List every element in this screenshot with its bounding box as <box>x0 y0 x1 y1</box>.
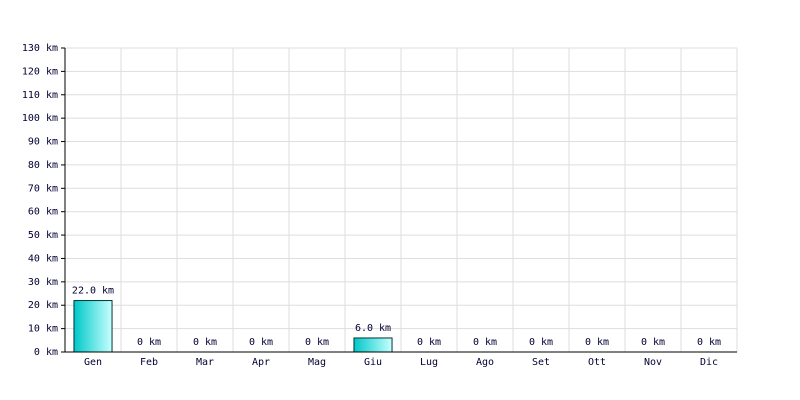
y-tick-label: 40 km <box>28 253 58 264</box>
value-label: 6.0 km <box>355 323 391 334</box>
value-label: 0 km <box>193 337 217 348</box>
value-label: 0 km <box>249 337 273 348</box>
value-label: 0 km <box>417 337 441 348</box>
y-tick-label: 90 km <box>28 137 58 148</box>
y-tick-label: 30 km <box>28 277 58 288</box>
y-tick-label: 60 km <box>28 207 58 218</box>
value-label: 0 km <box>473 337 497 348</box>
x-tick-label: Apr <box>252 357 270 368</box>
x-tick-label: Lug <box>420 357 438 368</box>
x-tick-label: Nov <box>644 357 662 368</box>
y-tick-label: 130 km <box>22 43 58 54</box>
y-tick-label: 80 km <box>28 160 58 171</box>
y-tick-label: 120 km <box>22 66 58 77</box>
value-label: 22.0 km <box>72 286 114 297</box>
x-tick-label: Mag <box>308 357 326 368</box>
y-tick-label: 10 km <box>28 324 58 335</box>
y-tick-label: 50 km <box>28 230 58 241</box>
x-tick-label: Dic <box>700 357 718 368</box>
bar <box>73 300 113 353</box>
y-tick-label: 100 km <box>22 113 58 124</box>
bar <box>353 337 393 353</box>
value-label: 0 km <box>697 337 721 348</box>
x-tick-label: Mar <box>196 357 214 368</box>
y-tick-label: 20 km <box>28 300 58 311</box>
value-label: 0 km <box>529 337 553 348</box>
x-tick-label: Set <box>532 357 550 368</box>
value-label: 0 km <box>137 337 161 348</box>
x-tick-label: Ago <box>476 357 494 368</box>
x-tick-label: Ott <box>588 357 606 368</box>
y-tick-label: 110 km <box>22 90 58 101</box>
x-tick-label: Gen <box>84 357 102 368</box>
x-tick-label: Feb <box>140 357 158 368</box>
value-label: 0 km <box>585 337 609 348</box>
y-tick-label: 70 km <box>28 183 58 194</box>
y-tick-label: 0 km <box>34 347 58 358</box>
value-label: 0 km <box>641 337 665 348</box>
value-label: 0 km <box>305 337 329 348</box>
x-tick-label: Giu <box>364 357 382 368</box>
